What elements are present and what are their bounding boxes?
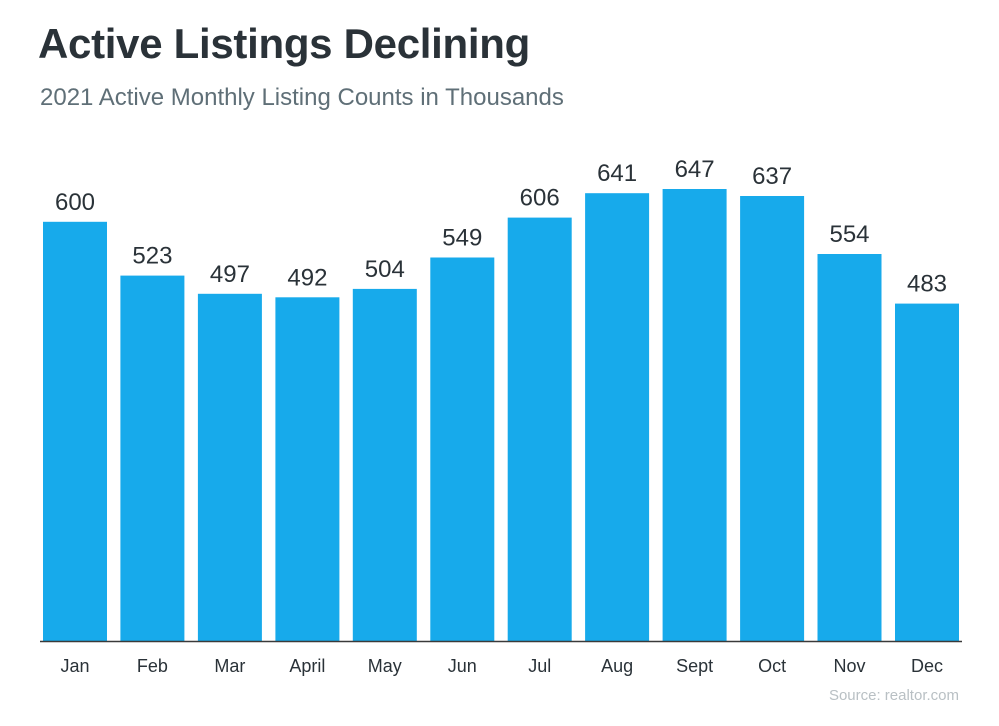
bar-nov: [817, 254, 882, 641]
x-tick-label-may: May: [368, 656, 402, 676]
data-label-nov: 554: [829, 221, 869, 248]
bar-mar: [197, 293, 262, 641]
data-label-april: 492: [287, 264, 327, 291]
x-tick-label-april: April: [289, 656, 325, 676]
data-label-jun: 549: [442, 225, 482, 252]
x-tick-label-feb: Feb: [137, 656, 168, 676]
x-tick-label-jun: Jun: [448, 656, 477, 676]
data-label-aug: 641: [597, 160, 637, 187]
data-label-feb: 523: [132, 243, 172, 270]
data-label-may: 504: [365, 256, 405, 283]
x-tick-label-jul: Jul: [528, 656, 551, 676]
source-note: Source: realtor.com: [828, 687, 959, 704]
x-tick-label-aug: Aug: [601, 656, 633, 676]
x-tick-label-dec: Dec: [911, 656, 943, 676]
bar-aug: [585, 193, 650, 641]
bar-oct: [740, 196, 805, 641]
bar-jun: [430, 257, 495, 641]
bar-april: [275, 297, 340, 641]
x-tick-label-oct: Oct: [758, 656, 786, 676]
data-label-oct: 637: [752, 163, 792, 190]
x-tick-label-jan: Jan: [60, 656, 89, 676]
bar-jul: [507, 217, 572, 641]
bar-dec: [895, 303, 959, 641]
bar-may: [352, 288, 417, 641]
bar-sept: [662, 189, 727, 641]
chart-subtitle: 2021 Active Monthly Listing Counts in Th…: [40, 84, 564, 111]
bar-feb: [120, 275, 185, 641]
data-label-dec: 483: [907, 271, 947, 298]
data-label-jan: 600: [55, 189, 95, 216]
x-tick-label-mar: Mar: [214, 656, 245, 676]
x-tick-label-sept: Sept: [676, 656, 713, 676]
chart-title: Active Listings Declining: [38, 20, 530, 67]
bar-jan: [43, 221, 107, 642]
data-label-sept: 647: [675, 156, 715, 183]
data-label-jul: 606: [520, 185, 560, 212]
x-tick-label-nov: Nov: [833, 656, 865, 676]
data-label-mar: 497: [210, 261, 250, 288]
